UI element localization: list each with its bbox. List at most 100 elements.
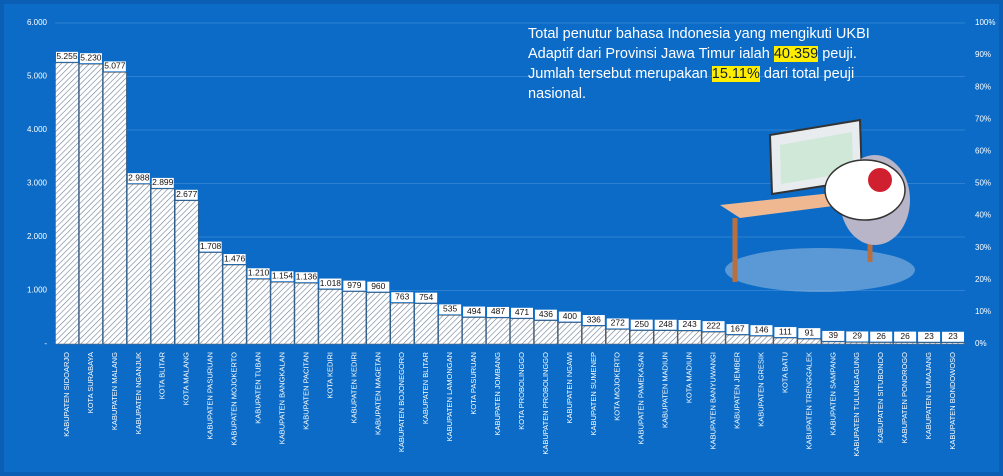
x-tick-label: KABUPATEN JEMBER <box>732 351 741 428</box>
value-label-box <box>510 307 533 318</box>
value-label-box <box>894 331 917 342</box>
x-tick-label: KABUPATEN PONOROGO <box>900 352 909 444</box>
x-tick-label: KOTA SURABAYA <box>86 352 95 413</box>
value-label: 29 <box>853 331 863 341</box>
value-label-box <box>534 309 557 320</box>
value-label-box <box>55 51 78 62</box>
value-label-box <box>918 331 941 342</box>
value-label: 2.677 <box>176 189 198 199</box>
value-label: 1.154 <box>272 271 294 281</box>
bar <box>390 302 414 345</box>
value-label-box <box>463 306 486 317</box>
value-label-box <box>127 173 150 184</box>
x-tick-label: KABUPATEN JOMBANG <box>493 352 502 436</box>
value-label-box <box>295 272 318 283</box>
value-label-box <box>343 280 366 291</box>
x-tick-label: KOTA PROBOLINGGO <box>517 352 526 430</box>
value-label: 5.230 <box>80 52 102 62</box>
value-label-box <box>798 328 821 339</box>
bar <box>582 325 606 345</box>
value-label-box <box>630 319 653 330</box>
value-label: 272 <box>611 318 625 328</box>
value-label-box <box>175 189 198 200</box>
value-label: 111 <box>779 326 792 336</box>
bar <box>893 342 917 345</box>
x-tick-label: KABUPATEN BONDOWOSO <box>948 352 957 450</box>
annotation: Total penutur bahasa Indonesia yang meng… <box>528 24 888 104</box>
value-label: 91 <box>805 327 815 337</box>
value-label-box <box>487 306 510 317</box>
illustration <box>720 118 915 292</box>
value-label-box <box>726 324 749 335</box>
bar <box>103 72 127 345</box>
bar <box>797 338 822 345</box>
value-label: 243 <box>683 319 697 329</box>
value-label: 336 <box>587 314 601 324</box>
y-tick-label: - <box>44 339 47 348</box>
x-tick-label: KABUPATEN TUBAN <box>254 352 263 424</box>
bar <box>677 330 702 345</box>
bar <box>270 282 295 345</box>
x-tick-label: KABUPATEN TULUNGAGUNG <box>852 352 861 457</box>
x-tick-label: KABUPATEN LUMAJANG <box>924 352 933 439</box>
annotation-highlight: 40.359 <box>773 46 819 62</box>
y2-tick-label: 90% <box>975 50 991 59</box>
x-tick-label: KABUPATEN PACITAN <box>301 352 310 430</box>
value-label-box <box>942 331 965 342</box>
value-label: 2.899 <box>152 177 174 187</box>
value-label-box <box>271 271 294 282</box>
value-label-box <box>750 325 773 336</box>
value-label-box <box>822 330 845 341</box>
value-label-box <box>223 254 246 265</box>
bar <box>294 282 319 345</box>
y2-tick-label: 80% <box>975 82 991 91</box>
value-label: 436 <box>539 309 553 319</box>
bar <box>510 318 534 345</box>
value-label: 39 <box>829 330 839 340</box>
x-tick-label: KABUPATEN BLITAR <box>421 351 430 424</box>
bar <box>151 188 175 345</box>
value-label: 5.077 <box>104 61 126 71</box>
x-tick-label: KABUPATEN BANYUWANGI <box>709 352 718 449</box>
bar <box>558 322 582 345</box>
x-tick-label: KOTA BATU <box>780 352 789 393</box>
x-tick-label: KABUPATEN SUMENEP <box>589 352 598 436</box>
x-tick-label: KABUPATEN KEDIRI <box>349 352 358 423</box>
value-label: 400 <box>563 311 577 321</box>
bar <box>414 303 438 345</box>
value-label-box <box>678 319 701 330</box>
bar <box>534 320 558 345</box>
value-label: 1.476 <box>224 253 246 263</box>
bar <box>917 342 941 345</box>
y2-tick-label: 100% <box>975 18 995 27</box>
x-tick-label: KOTA BLITAR <box>158 351 167 399</box>
bar <box>845 342 869 345</box>
value-label: 763 <box>395 291 409 301</box>
value-label: 494 <box>467 306 481 316</box>
value-label-box <box>391 292 414 303</box>
value-label-box <box>103 61 126 72</box>
value-label: 23 <box>948 331 958 341</box>
y2-tick-label: 40% <box>975 211 991 220</box>
bar <box>606 329 630 345</box>
value-label: 1.018 <box>320 278 342 288</box>
bar <box>869 342 893 345</box>
annotation-text: Total penutur bahasa Indonesia yang meng… <box>528 26 870 62</box>
value-label: 2.988 <box>128 172 150 182</box>
x-tick-label: KABUPATEN SIDOARJO <box>62 352 71 437</box>
value-label: 26 <box>900 331 910 341</box>
value-label: 979 <box>347 280 361 290</box>
value-label: 754 <box>419 292 433 302</box>
bar <box>653 330 678 345</box>
bar <box>486 317 510 345</box>
bar <box>773 337 798 345</box>
value-label: 1.708 <box>200 241 222 251</box>
bar <box>366 292 391 345</box>
bar <box>127 183 151 345</box>
bar <box>222 264 247 345</box>
bar <box>198 252 223 345</box>
bar <box>342 291 367 345</box>
value-label-box <box>199 241 222 252</box>
value-label-box <box>247 268 270 279</box>
